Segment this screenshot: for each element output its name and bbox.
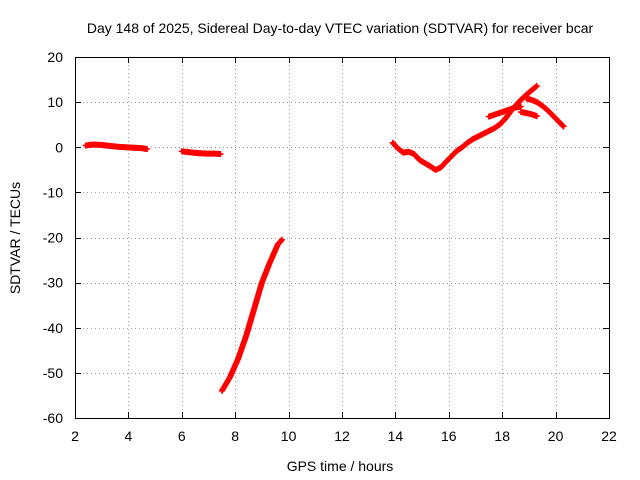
data-point <box>217 151 224 158</box>
y-tick-label: -60 <box>43 410 63 426</box>
data-point <box>559 122 566 129</box>
series-segment-1 <box>82 141 151 153</box>
data-point <box>278 236 285 243</box>
tick-labels: 2 4 6 8 10 12 14 16 18 20 22 -60 -50 -40 -30 -20 -10 0 10 2… <box>43 49 617 444</box>
data-point <box>533 113 540 120</box>
data-point <box>533 82 540 89</box>
x-tick-label: 12 <box>334 428 350 444</box>
x-tick-label: 4 <box>125 428 133 444</box>
plot-frame <box>75 57 610 419</box>
x-tick-label: 16 <box>441 428 457 444</box>
y-tick-label: 0 <box>55 139 63 155</box>
chart-title: Day 148 of 2025, Sidereal Day-to-day VTE… <box>87 20 594 36</box>
series-segment-4 <box>389 82 540 173</box>
x-tick-label: 20 <box>548 428 564 444</box>
y-tick-label: -30 <box>43 275 63 291</box>
x-axis-title: GPS time / hours <box>287 458 394 474</box>
series-segment-3 <box>218 236 285 394</box>
x-tick-label: 6 <box>178 428 186 444</box>
y-tick-label: -50 <box>43 365 63 381</box>
data-point <box>560 123 567 130</box>
data-point <box>517 103 524 110</box>
x-tick-label: 22 <box>601 428 617 444</box>
y-axis-title: SDTVAR / TECUs <box>7 182 23 294</box>
data-point <box>533 83 540 90</box>
x-tick-label: 8 <box>231 428 239 444</box>
series-segment-7 <box>523 95 567 130</box>
y-tick-label: 20 <box>47 49 63 65</box>
series-segment-2 <box>178 148 224 158</box>
y-tick-label: 10 <box>47 94 63 110</box>
series-segment-6 <box>517 109 540 120</box>
data-series <box>82 82 567 394</box>
x-tick-label: 14 <box>388 428 404 444</box>
x-tick-label: 10 <box>281 428 297 444</box>
y-tick-label: -40 <box>43 320 63 336</box>
x-tick-label: 18 <box>494 428 510 444</box>
series-segment-5 <box>485 103 524 120</box>
y-tick-label: -20 <box>43 230 63 246</box>
y-tick-label: -10 <box>43 184 63 200</box>
x-tick-label: 2 <box>71 428 79 444</box>
data-point <box>144 146 151 153</box>
